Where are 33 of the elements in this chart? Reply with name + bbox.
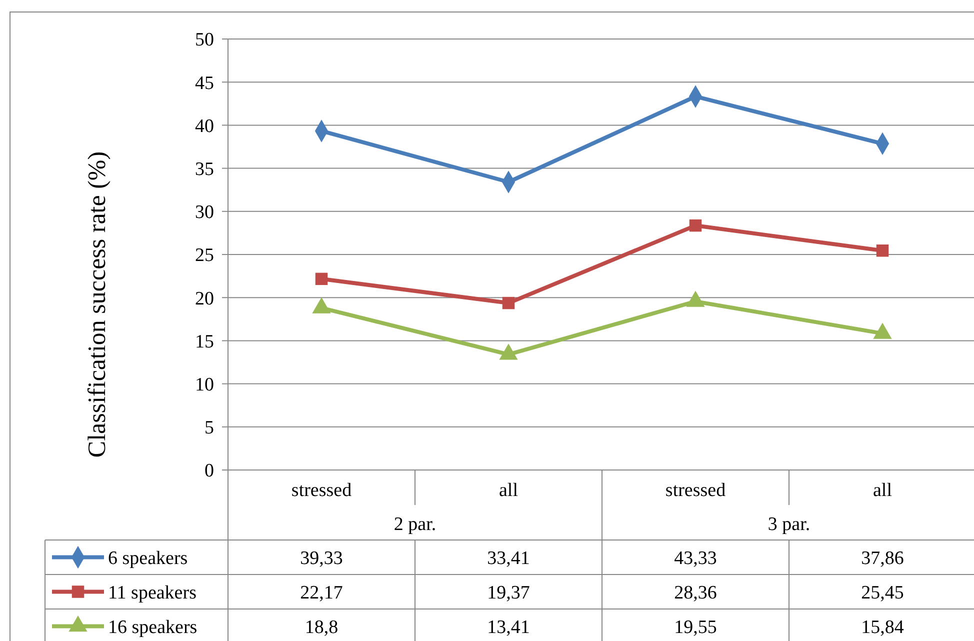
y-tick-label: 15 bbox=[195, 331, 214, 352]
y-tick-label: 20 bbox=[195, 288, 214, 310]
y-tick-label: 45 bbox=[195, 72, 214, 94]
text: 2 par. bbox=[394, 514, 436, 535]
data-label: 43,33 bbox=[674, 548, 717, 569]
data-label: 19,55 bbox=[674, 616, 717, 638]
x-tick-label: all bbox=[873, 480, 892, 501]
data-label: 33,41 bbox=[487, 548, 530, 569]
legend-label: 6 speakers bbox=[108, 548, 188, 569]
data-label: 39,33 bbox=[300, 548, 343, 569]
data-label: 25,45 bbox=[861, 582, 904, 604]
data-label: 28,36 bbox=[674, 582, 717, 604]
data-label: 13,41 bbox=[487, 616, 530, 638]
y-tick-label: 0 bbox=[204, 460, 214, 482]
y-tick-label: 25 bbox=[195, 245, 214, 266]
data-label: 18,8 bbox=[304, 616, 338, 638]
x-tick-label: stressed bbox=[291, 480, 352, 501]
x-tick-label: all bbox=[499, 480, 518, 501]
data-label: 22,17 bbox=[300, 582, 343, 604]
y-tick-label: 30 bbox=[195, 202, 214, 224]
y-tick-label: 50 bbox=[195, 30, 214, 51]
data-label: 19,37 bbox=[487, 582, 530, 604]
text: 3 par. bbox=[768, 514, 810, 535]
y-tick-label: 5 bbox=[204, 418, 214, 439]
data-label: 15,84 bbox=[861, 616, 904, 638]
y-tick-label: 35 bbox=[195, 158, 214, 180]
legend-label: 16 speakers bbox=[108, 616, 198, 638]
x-tick-label: stressed bbox=[665, 480, 726, 501]
legend-label: 11 speakers bbox=[108, 582, 196, 604]
y-tick-label: 10 bbox=[195, 374, 214, 396]
y-tick-label: 40 bbox=[195, 116, 214, 137]
data-label: 37,86 bbox=[861, 548, 904, 569]
y-axis-title: Classification success rate (%) bbox=[84, 151, 111, 458]
